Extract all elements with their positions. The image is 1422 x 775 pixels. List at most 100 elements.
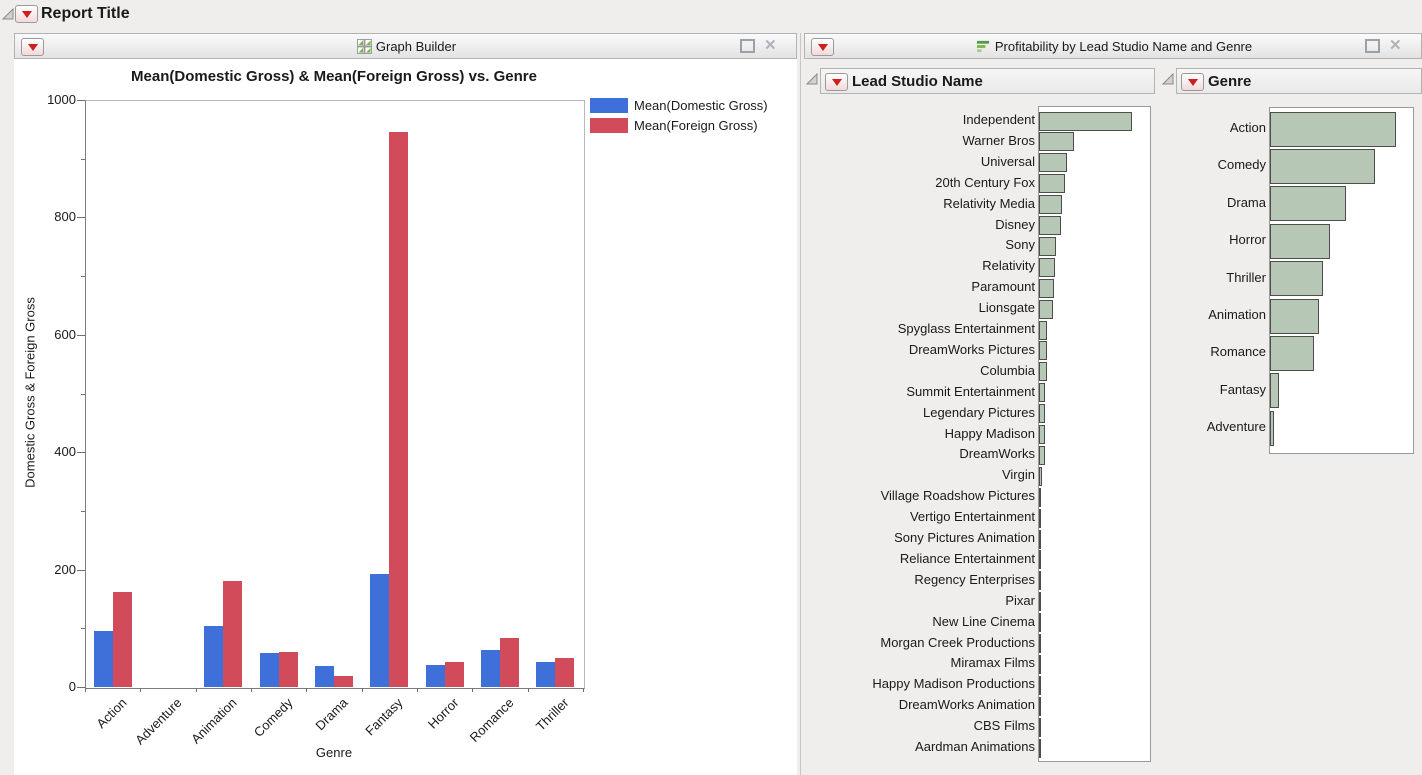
disclosure-triangle-icon[interactable] <box>2 8 14 20</box>
x-tick <box>85 688 86 692</box>
genre-label: Thriller <box>1226 269 1266 285</box>
legend-entry[interactable]: Mean(Domestic Gross) <box>590 95 768 115</box>
chart-bar-foreign[interactable] <box>223 580 243 687</box>
y-tick <box>81 628 85 630</box>
legend-entry[interactable]: Mean(Foreign Gross) <box>590 115 768 135</box>
studio-bar[interactable] <box>1039 717 1041 737</box>
y-tick <box>77 569 85 571</box>
studio-bar[interactable] <box>1039 404 1045 424</box>
studio-bar[interactable] <box>1039 654 1041 674</box>
chart-bar-foreign[interactable] <box>500 638 519 687</box>
studio-label: Reliance Entertainment <box>899 550 1035 566</box>
studio-bar[interactable] <box>1039 362 1047 382</box>
chart-bar-domestic[interactable] <box>425 665 445 687</box>
studio-bar[interactable] <box>1039 592 1041 612</box>
legend-swatch <box>590 117 628 133</box>
studio-bar[interactable] <box>1039 383 1045 403</box>
studio-bar[interactable] <box>1039 425 1045 444</box>
studio-bar[interactable] <box>1039 299 1053 319</box>
genre-bar[interactable] <box>1270 373 1279 409</box>
studio-label: Spyglass Entertainment <box>897 321 1035 336</box>
x-axis-label: Genre <box>315 745 353 760</box>
studio-bar[interactable] <box>1039 236 1056 256</box>
y-tick-label: 1000 <box>47 92 76 107</box>
studio-bar[interactable] <box>1039 466 1042 486</box>
y-tick <box>81 510 85 512</box>
genre-bar[interactable] <box>1270 298 1319 334</box>
lead-studio-histogram-frame[interactable] <box>1038 106 1151 762</box>
genre-bar[interactable] <box>1270 223 1330 259</box>
chart-bar-domestic[interactable] <box>481 650 500 687</box>
lead-studio-menu-button[interactable] <box>825 73 848 91</box>
report-title: Report Title <box>41 5 130 22</box>
y-axis-label: Domestic Gross & Foreign Gross <box>22 297 38 488</box>
studio-bar[interactable] <box>1039 696 1041 716</box>
studio-label: Sony <box>1005 237 1035 253</box>
studio-label: DreamWorks <box>959 446 1035 462</box>
panel-divider[interactable] <box>800 33 801 775</box>
studio-bar[interactable] <box>1039 571 1041 591</box>
studio-bar[interactable] <box>1039 132 1074 152</box>
chart-bar-domestic[interactable] <box>315 665 334 687</box>
chart-bar-foreign[interactable] <box>555 657 575 687</box>
studio-bar[interactable] <box>1039 634 1041 653</box>
genre-bar[interactable] <box>1270 261 1323 297</box>
close-button[interactable]: ✕ <box>764 37 777 54</box>
studio-bar[interactable] <box>1039 174 1065 194</box>
chart-bar-domestic[interactable] <box>536 662 556 687</box>
chart-bar-domestic[interactable] <box>370 574 390 687</box>
studio-bar[interactable] <box>1039 278 1054 298</box>
studio-bar[interactable] <box>1039 445 1045 465</box>
genre-bar[interactable] <box>1270 410 1274 446</box>
x-tick <box>527 688 529 692</box>
genre-label: Action <box>1229 120 1266 135</box>
chart-bar-foreign[interactable] <box>112 591 132 687</box>
studio-bar[interactable] <box>1039 216 1061 235</box>
graph-builder-menu-button[interactable] <box>21 38 44 56</box>
report-menu-button[interactable] <box>15 5 38 23</box>
studio-label: Relativity <box>982 258 1035 274</box>
x-tick <box>417 688 418 692</box>
studio-label: Paramount <box>971 279 1035 295</box>
genre-bar[interactable] <box>1270 186 1346 222</box>
maximize-button[interactable] <box>740 39 755 53</box>
studio-bar[interactable] <box>1039 550 1041 570</box>
studio-label: Aardman Animations <box>915 739 1035 754</box>
studio-label: New Line Cinema <box>932 613 1035 629</box>
close-button[interactable]: ✕ <box>1389 37 1402 54</box>
studio-bar[interactable] <box>1039 320 1047 340</box>
chart-bar-foreign[interactable] <box>389 132 409 687</box>
studio-bar[interactable] <box>1039 153 1067 173</box>
chart-bar-domestic[interactable] <box>204 625 224 687</box>
disclosure-triangle-icon[interactable] <box>806 73 818 85</box>
genre-bar[interactable] <box>1270 335 1314 371</box>
genre-bar[interactable] <box>1270 148 1375 184</box>
genre-bar[interactable] <box>1270 111 1396 147</box>
y-tick <box>77 687 85 688</box>
studio-bar[interactable] <box>1039 341 1047 361</box>
profitability-menu-button[interactable] <box>811 38 834 56</box>
studio-bar[interactable] <box>1039 111 1132 131</box>
lead-studio-subheader: Lead Studio Name <box>820 68 1155 94</box>
studio-bar[interactable] <box>1039 529 1041 549</box>
chart-bar-domestic[interactable] <box>93 631 113 687</box>
studio-bar[interactable] <box>1039 675 1041 695</box>
studio-label: Lionsgate <box>978 300 1035 316</box>
studio-label: DreamWorks Pictures <box>908 341 1035 357</box>
studio-bar[interactable] <box>1039 195 1062 215</box>
studio-bar[interactable] <box>1039 738 1041 758</box>
chart-bar-domestic[interactable] <box>259 652 279 687</box>
report-title-bar: Report Title <box>0 0 1422 30</box>
genre-label: Adventure <box>1206 419 1266 435</box>
genre-menu-button[interactable] <box>1181 73 1204 91</box>
studio-bar[interactable] <box>1039 257 1055 277</box>
chart-bar-foreign[interactable] <box>444 662 464 687</box>
chart-bar-foreign[interactable] <box>278 651 298 687</box>
plot-area[interactable] <box>85 100 585 689</box>
maximize-button[interactable] <box>1365 39 1380 53</box>
disclosure-triangle-icon[interactable] <box>1162 73 1174 85</box>
chart-bar-foreign[interactable] <box>334 675 353 687</box>
studio-bar[interactable] <box>1039 613 1041 633</box>
studio-bar[interactable] <box>1039 508 1041 528</box>
studio-bar[interactable] <box>1039 487 1041 507</box>
